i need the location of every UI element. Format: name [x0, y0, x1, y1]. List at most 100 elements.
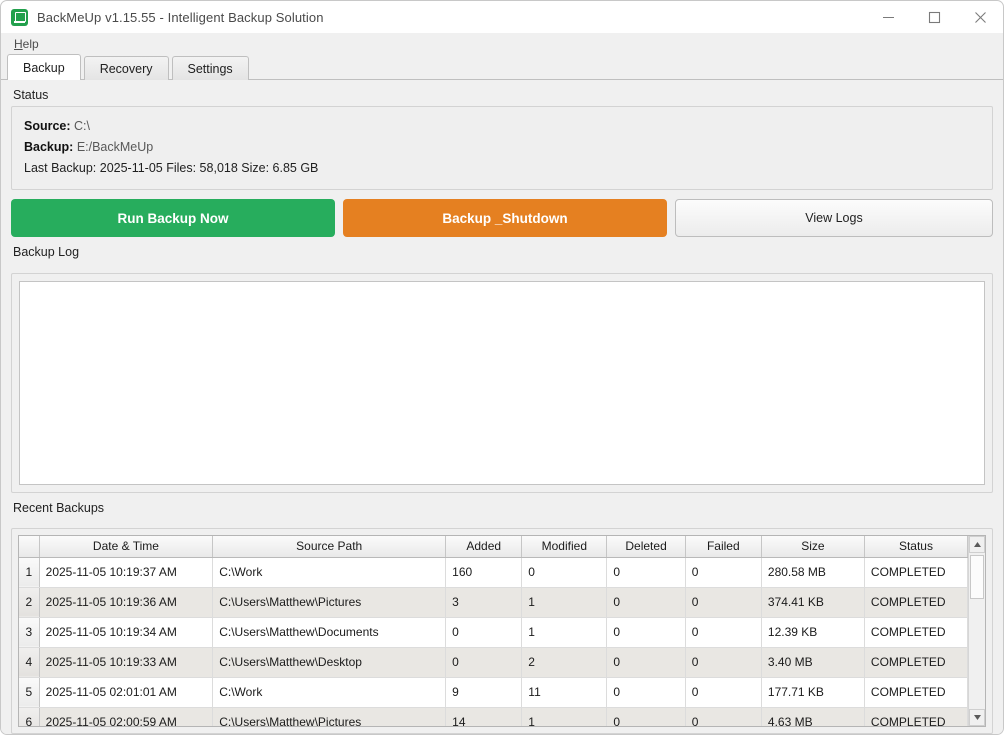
row-number: 4 [19, 647, 40, 678]
action-button-row: Run Backup Now Backup _Shutdown View Log… [11, 199, 993, 237]
cell-failed: 0 [685, 587, 762, 618]
cell-modified: 1 [521, 707, 608, 726]
cell-deleted: 0 [606, 707, 686, 726]
menu-item-help-label: elp [22, 36, 39, 51]
window-title: BackMeUp v1.15.55 - Intelligent Backup S… [37, 9, 324, 25]
tab-recovery-label: Recovery [99, 61, 153, 76]
cell-status: COMPLETED [864, 677, 968, 708]
cell-size: 12.39 KB [761, 617, 865, 648]
cell-failed: 0 [685, 707, 762, 726]
run-backup-now-button[interactable]: Run Backup Now [11, 199, 335, 237]
column-header-source-path[interactable]: Source Path [212, 536, 447, 558]
recent-backups-body: 1 2025-11-05 10:19:37 AM C:\Work 160 0 0… [19, 557, 968, 726]
close-icon[interactable] [957, 1, 1003, 33]
status-backup-label: Backup: [24, 140, 74, 154]
backup-shutdown-button[interactable]: Backup _Shutdown [343, 199, 667, 237]
backup-log-textarea[interactable] [19, 281, 985, 485]
cell-modified: 0 [521, 557, 608, 588]
cell-added: 0 [445, 617, 523, 648]
row-number: 3 [19, 617, 40, 648]
column-header-status[interactable]: Status [864, 536, 968, 558]
menu-item-help[interactable]: Help [14, 36, 39, 51]
cell-source-path: C:\Users\Matthew\Pictures [212, 707, 447, 726]
cell-date-time: 2025-11-05 02:01:01 AM [39, 677, 214, 708]
cell-added: 160 [445, 557, 523, 588]
status-source-value: C:\ [74, 119, 91, 133]
cell-size: 374.41 KB [761, 587, 865, 618]
tab-backup-label: Backup [23, 60, 65, 75]
cell-size: 4.63 MB [761, 707, 865, 726]
cell-modified: 1 [521, 587, 608, 618]
cell-date-time: 2025-11-05 10:19:34 AM [39, 617, 214, 648]
row-number: 2 [19, 587, 40, 618]
cell-source-path: C:\Users\Matthew\Documents [212, 617, 447, 648]
row-number: 1 [19, 557, 40, 588]
cell-deleted: 0 [606, 617, 686, 648]
table-row[interactable]: 3 2025-11-05 10:19:34 AM C:\Users\Matthe… [19, 617, 968, 648]
title-bar: BackMeUp v1.15.55 - Intelligent Backup S… [1, 1, 1003, 33]
cell-date-time: 2025-11-05 10:19:37 AM [39, 557, 214, 588]
cell-added: 14 [445, 707, 523, 726]
tab-backup[interactable]: Backup [7, 54, 81, 80]
cell-size: 177.71 KB [761, 677, 865, 708]
table-row[interactable]: 1 2025-11-05 10:19:37 AM C:\Work 160 0 0… [19, 557, 968, 588]
cell-status: COMPLETED [864, 647, 968, 678]
cell-source-path: C:\Work [212, 557, 447, 588]
status-source-line: Source: C:\ [24, 116, 980, 137]
tab-bar: Backup Recovery Settings [1, 54, 1003, 80]
tab-recovery[interactable]: Recovery [83, 56, 169, 80]
recent-backups-section-label: Recent Backups [13, 501, 105, 515]
column-header-added[interactable]: Added [445, 536, 523, 558]
backup-app-icon [11, 8, 28, 26]
cell-source-path: C:\Users\Matthew\Desktop [212, 647, 447, 678]
cell-source-path: C:\Work [212, 677, 447, 708]
cell-status: COMPLETED [864, 707, 968, 726]
status-meta-line: Last Backup: 2025-11-05 Files: 58,018 Si… [24, 161, 319, 175]
tab-settings[interactable]: Settings [171, 56, 249, 80]
recent-backups-scrollport: Date & Time Source Path Added Modified D… [19, 536, 968, 726]
menu-bar: Help [1, 33, 1003, 54]
backup-log-section-label: Backup Log [13, 245, 80, 259]
cell-status: COMPLETED [864, 617, 968, 648]
cell-added: 9 [445, 677, 523, 708]
recent-backups-panel: Date & Time Source Path Added Modified D… [11, 528, 993, 734]
scroll-down-icon[interactable] [969, 709, 985, 726]
column-header-failed[interactable]: Failed [685, 536, 762, 558]
table-row[interactable]: 5 2025-11-05 02:01:01 AM C:\Work 9 11 0 … [19, 677, 968, 708]
cell-modified: 1 [521, 617, 608, 648]
column-header-date-time[interactable]: Date & Time [39, 536, 214, 558]
window-controls [865, 1, 1003, 33]
cell-date-time: 2025-11-05 10:19:36 AM [39, 587, 214, 618]
status-section-label: Status [13, 88, 49, 102]
column-header-modified[interactable]: Modified [521, 536, 608, 558]
scrollbar-thumb[interactable] [970, 555, 984, 599]
cell-size: 3.40 MB [761, 647, 865, 678]
table-vertical-scrollbar[interactable] [968, 536, 985, 726]
cell-date-time: 2025-11-05 10:19:33 AM [39, 647, 214, 678]
cell-failed: 0 [685, 677, 762, 708]
status-source-label: Source: [24, 119, 71, 133]
cell-date-time: 2025-11-05 02:00:59 AM [39, 707, 214, 726]
recent-backups-table-container: Date & Time Source Path Added Modified D… [18, 535, 986, 727]
cell-deleted: 0 [606, 587, 686, 618]
column-header-deleted[interactable]: Deleted [606, 536, 686, 558]
table-row[interactable]: 4 2025-11-05 10:19:33 AM C:\Users\Matthe… [19, 647, 968, 678]
scroll-up-icon[interactable] [969, 536, 985, 553]
table-header-row: Date & Time Source Path Added Modified D… [19, 536, 968, 558]
status-backup-value: E:/BackMeUp [76, 140, 154, 154]
view-logs-button[interactable]: View Logs [675, 199, 993, 237]
cell-source-path: C:\Users\Matthew\Pictures [212, 587, 447, 618]
column-header-size[interactable]: Size [761, 536, 865, 558]
cell-deleted: 0 [606, 677, 686, 708]
cell-modified: 2 [521, 647, 608, 678]
cell-status: COMPLETED [864, 557, 968, 588]
maximize-icon[interactable] [911, 1, 957, 33]
cell-failed: 0 [685, 557, 762, 588]
scrollbar-track[interactable] [969, 553, 985, 709]
minimize-icon[interactable] [865, 1, 911, 33]
cell-failed: 0 [685, 647, 762, 678]
row-number: 5 [19, 677, 40, 708]
table-row[interactable]: 2 2025-11-05 10:19:36 AM C:\Users\Matthe… [19, 587, 968, 618]
table-row[interactable]: 6 2025-11-05 02:00:59 AM C:\Users\Matthe… [19, 707, 968, 726]
